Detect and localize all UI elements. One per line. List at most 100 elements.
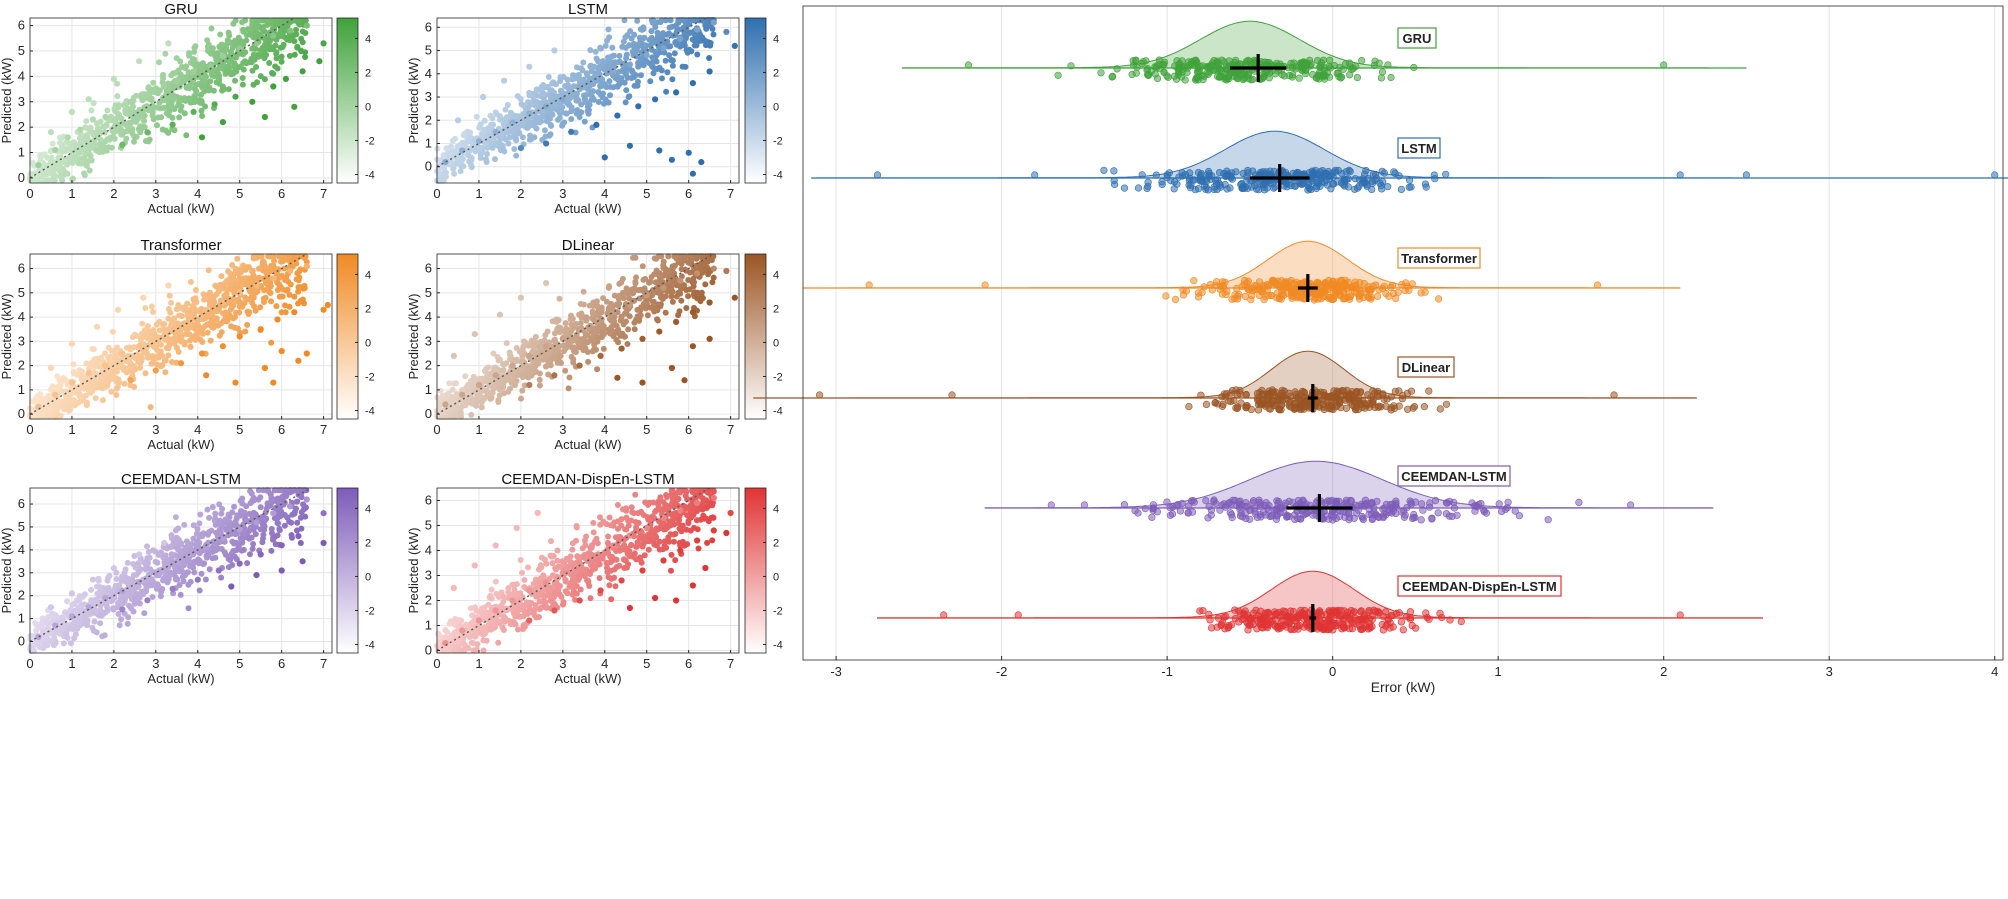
scatter-point: [35, 162, 41, 168]
scatter-point: [677, 278, 683, 284]
scatter-point: [455, 161, 461, 167]
y-tick-label: 1: [425, 135, 432, 150]
scatter-point: [231, 504, 237, 510]
scatter-point: [192, 86, 198, 92]
scatter-point: [261, 48, 267, 54]
scatter-point: [274, 316, 280, 322]
scatter-point: [601, 101, 607, 107]
scatter-point: [220, 53, 226, 59]
scatter-point: [543, 343, 549, 349]
scatter-point: [175, 553, 181, 559]
scatter-point: [51, 611, 57, 617]
scatter-point: [249, 46, 255, 52]
scatter-point: [231, 60, 237, 66]
scatter-point: [119, 142, 125, 148]
scatter-point: [142, 305, 148, 311]
scatter-point: [61, 640, 67, 646]
scatter-point: [574, 98, 580, 104]
scatter-point: [548, 362, 554, 368]
scatter-point: [596, 99, 602, 105]
scatter-point: [262, 76, 268, 82]
scatter-point: [77, 135, 83, 141]
scatter-point: [256, 266, 262, 272]
scatter-point: [154, 89, 160, 95]
scatter-point: [170, 326, 176, 332]
scatter-point: [60, 142, 66, 148]
scatter-point: [585, 324, 591, 330]
scatter-point: [226, 564, 232, 570]
scatter-point: [186, 605, 192, 611]
scatter-point: [251, 256, 257, 262]
x-tick-label: 4: [601, 186, 608, 201]
scatter-point: [170, 586, 176, 592]
scatter-point: [607, 328, 613, 334]
scatter-point: [638, 26, 644, 32]
scatter-point: [447, 150, 453, 156]
scatter-point: [227, 557, 233, 563]
scatter-point: [115, 307, 121, 313]
scatter-point: [240, 51, 246, 57]
scatter-point: [438, 388, 444, 394]
scatter-point: [237, 290, 243, 296]
scatter-point: [672, 40, 678, 46]
scatter-point: [194, 333, 200, 339]
scatter-point: [705, 259, 711, 265]
scatter-point: [537, 383, 543, 389]
scatter-point: [304, 263, 310, 269]
scatter-point: [278, 509, 284, 515]
scatter-point: [232, 78, 238, 84]
scatter-point: [598, 353, 604, 359]
scatter-point: [57, 173, 63, 179]
scatter-point: [606, 283, 612, 289]
scatter-point: [585, 359, 591, 365]
scatter-point: [170, 561, 176, 567]
scatter-point: [177, 582, 183, 588]
scatter-point: [52, 404, 58, 410]
scatter-point: [97, 364, 103, 370]
scatter-point: [121, 102, 127, 108]
scatter-point: [229, 551, 235, 557]
scatter-point: [179, 568, 185, 574]
scatter-point: [568, 116, 574, 122]
scatter-point: [68, 640, 74, 646]
scatter-point: [578, 65, 584, 71]
scatter-point: [144, 597, 150, 603]
scatter-point: [690, 309, 696, 315]
scatter-point: [678, 298, 684, 304]
scatter-point: [640, 263, 646, 269]
scatter-point: [557, 74, 563, 80]
scatter-point: [620, 331, 626, 337]
scatter-point: [150, 547, 156, 553]
scatter-point: [526, 382, 532, 388]
scatter-point: [132, 601, 138, 607]
scatter-point: [41, 398, 47, 404]
scatter-point: [165, 282, 171, 288]
scatter-point: [153, 105, 159, 111]
scatter-point: [200, 331, 206, 337]
scatter-point: [441, 152, 447, 158]
scatter-point: [205, 553, 211, 559]
scatter-point: [437, 403, 443, 409]
x-tick-label: 6: [278, 422, 285, 437]
scatter-point: [569, 322, 575, 328]
scatter-point: [94, 324, 100, 330]
x-tick-label: 6: [685, 422, 692, 437]
scatter-point: [100, 397, 106, 403]
scatter-point: [663, 310, 669, 316]
scatter-point: [71, 361, 77, 367]
y-tick-label: 2: [425, 112, 432, 127]
scatter-point: [133, 565, 139, 571]
scatter-point: [551, 47, 557, 53]
scatter-point: [640, 36, 646, 42]
scatter-point: [154, 560, 160, 566]
scatter-point: [168, 300, 174, 306]
y-tick-label: 3: [18, 94, 25, 109]
scatter-point: [298, 540, 304, 546]
scatter-point: [50, 141, 56, 147]
scatter-point: [197, 558, 203, 564]
scatter-point: [532, 369, 538, 375]
scatter-point: [500, 361, 506, 367]
scatter-point: [627, 28, 633, 34]
scatter-point: [163, 568, 169, 574]
